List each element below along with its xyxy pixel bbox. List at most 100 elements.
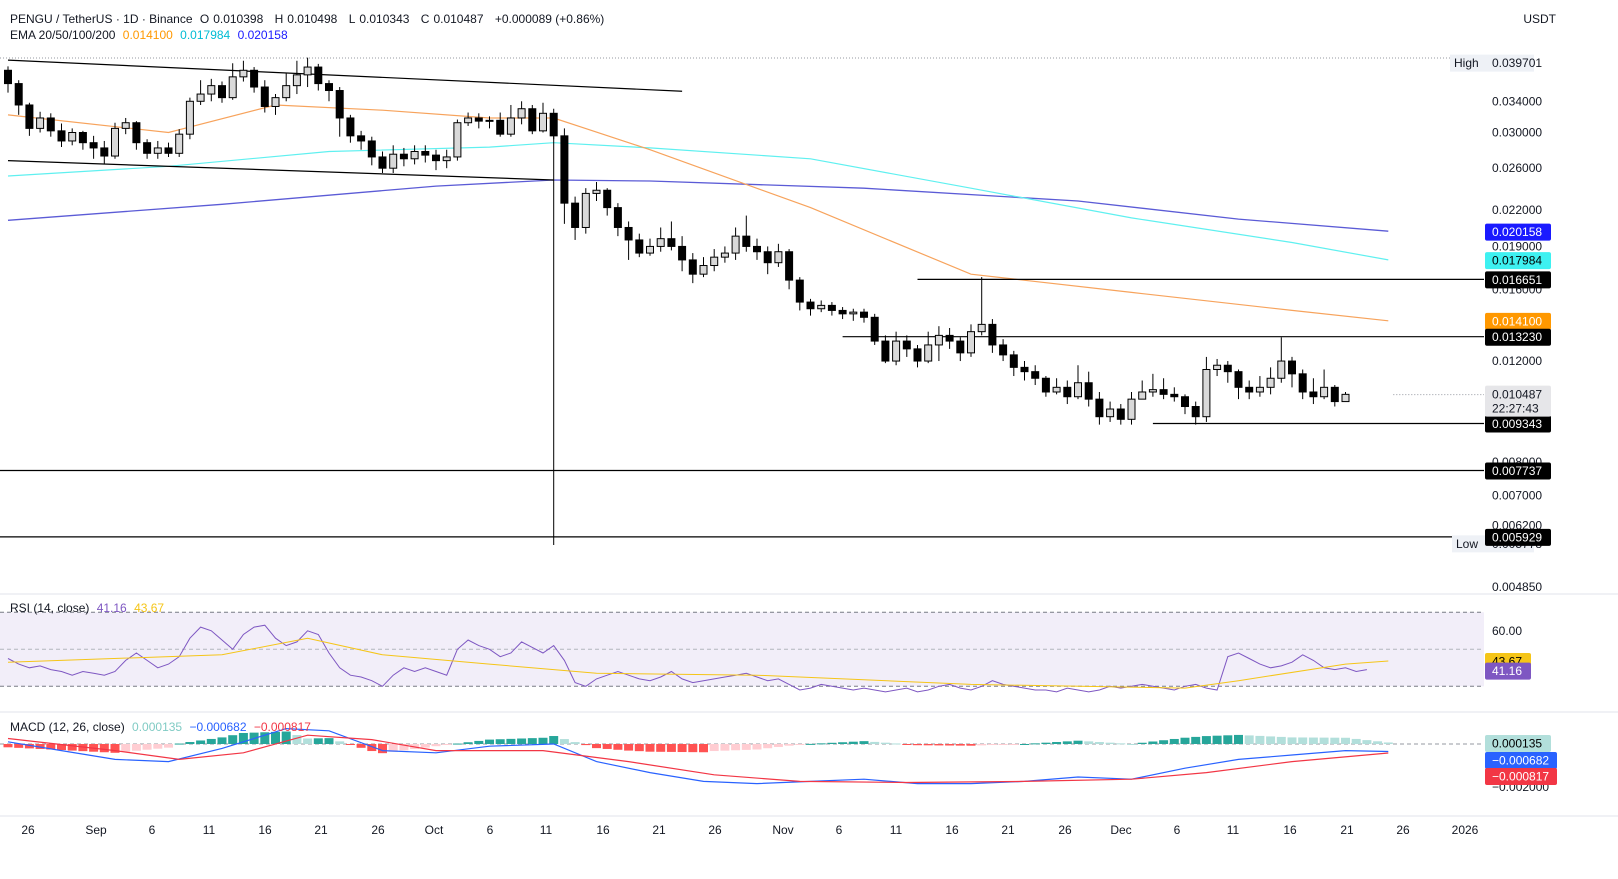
candle-body	[1213, 364, 1222, 370]
price-tick-label: 0.019000	[1492, 239, 1542, 253]
rsi-line	[7, 624, 1367, 693]
candle-body	[806, 301, 815, 310]
macd-histogram-bar	[1084, 741, 1094, 744]
macd-histogram-bar	[838, 742, 848, 744]
candle-body	[164, 147, 173, 154]
macd-histogram-bar	[67, 744, 77, 751]
candle-body	[196, 93, 205, 102]
macd-hist-value: 0.000135	[132, 720, 183, 734]
macd-histogram-bar	[196, 740, 206, 744]
macd-line-value: −0.000682	[189, 720, 247, 734]
candle-body	[346, 117, 355, 137]
macd-histogram-bar	[880, 742, 890, 744]
macd-histogram-bar	[1030, 743, 1040, 745]
macd-histogram-bar	[292, 735, 302, 744]
macd-histogram-bar	[506, 738, 516, 744]
macd-histogram-bar	[57, 744, 66, 751]
candle-body	[977, 323, 986, 333]
macd-histogram-bar	[966, 744, 976, 746]
rsi-tick-label: 60.00	[1492, 624, 1522, 638]
ohlc-close: C 0.010487	[420, 12, 484, 26]
candle-body	[1330, 386, 1339, 403]
macd-histogram-bar	[613, 744, 623, 750]
rsi-label[interactable]: RSI (14, close)	[10, 601, 90, 615]
time-axis-label: 21	[652, 823, 666, 837]
macd-histogram-bar	[335, 741, 345, 744]
macd-histogram-bar	[741, 744, 751, 750]
candle-body	[1031, 371, 1040, 379]
candle-body	[1106, 408, 1115, 418]
ema20-line	[7, 104, 1389, 322]
currency-label[interactable]: USDT	[1523, 12, 1556, 26]
symbol-title[interactable]: PENGU / TetherUS · 1D · Binance	[10, 12, 193, 26]
candle-body	[1288, 360, 1296, 375]
candle-body	[934, 334, 943, 346]
macd-histogram-bar	[46, 744, 56, 750]
macd-histogram-bar	[752, 744, 762, 750]
macd-histogram-bar	[602, 744, 612, 749]
price-badge	[1485, 271, 1551, 289]
macd-histogram-bar	[14, 744, 24, 748]
candle-body	[635, 239, 644, 254]
candle-body	[892, 340, 901, 362]
candle-body	[303, 66, 312, 76]
ema-label[interactable]: EMA 20/50/100/200	[10, 28, 116, 42]
macd-histogram-bar	[313, 738, 323, 744]
price-badge	[1485, 223, 1551, 241]
candle-body	[571, 202, 580, 228]
candle-body	[1202, 368, 1211, 418]
macd-histogram-bar	[773, 744, 783, 747]
time-axis-label: Sep	[85, 823, 107, 837]
candle-body	[988, 323, 997, 346]
macd-histogram-bar	[559, 739, 569, 744]
macd-histogram-bar	[378, 744, 387, 754]
macd-histogram-bar	[420, 744, 430, 748]
ohlc-low: L 0.010343	[348, 12, 410, 26]
rsi-value-badge-label: 41.16	[1492, 664, 1522, 678]
macd-histogram-bar	[634, 744, 644, 752]
macd-histogram-bar	[913, 744, 922, 746]
ohlc-open: O 0.010398	[199, 12, 264, 26]
macd-histogram-bar	[228, 735, 238, 744]
candle-body	[78, 132, 87, 144]
rsi-value-badge	[1485, 662, 1531, 680]
candle-body	[1234, 371, 1243, 388]
macd-histogram-bar	[549, 736, 559, 744]
time-axis-label: 6	[487, 823, 494, 837]
macd-histogram-bar	[217, 737, 227, 744]
macd-signal-badge	[1485, 768, 1557, 785]
candle-body	[646, 245, 654, 254]
macd-histogram-bar	[260, 732, 270, 744]
macd-label[interactable]: MACD (12, 26, close)	[10, 720, 125, 734]
candle-body	[421, 150, 430, 156]
candle-body	[335, 90, 344, 119]
macd-histogram-bar	[998, 744, 1008, 745]
macd-histogram-bar	[206, 738, 216, 744]
macd-histogram-bar	[1041, 742, 1051, 744]
candle-body	[592, 189, 601, 194]
time-axis-label: 11	[890, 823, 903, 837]
candle-body	[228, 76, 237, 99]
time-axis-label: 26	[1058, 823, 1072, 837]
macd-histogram-bar	[1255, 735, 1265, 744]
macd-histogram-bar	[1298, 737, 1308, 744]
candle-body	[367, 140, 376, 158]
macd-histogram-bar	[356, 744, 366, 748]
macd-histogram-bar	[645, 744, 655, 752]
candle-body	[667, 238, 676, 247]
macd-histogram-bar	[1094, 742, 1104, 744]
candle-body	[25, 104, 34, 129]
macd-histogram-bar	[1276, 736, 1286, 744]
macd-histogram-bar	[1116, 743, 1126, 745]
candle-body	[474, 117, 483, 122]
time-axis-label: 6	[149, 823, 156, 837]
candle-body	[1159, 389, 1168, 395]
time-axis-label: 11	[1227, 823, 1240, 837]
macd-histogram-bar	[1212, 735, 1222, 744]
candle-body	[945, 334, 954, 342]
macd-histogram-bar	[442, 744, 452, 745]
candle-body	[1020, 366, 1029, 373]
time-axis-label: 16	[596, 823, 610, 837]
candle-body	[1009, 354, 1018, 368]
